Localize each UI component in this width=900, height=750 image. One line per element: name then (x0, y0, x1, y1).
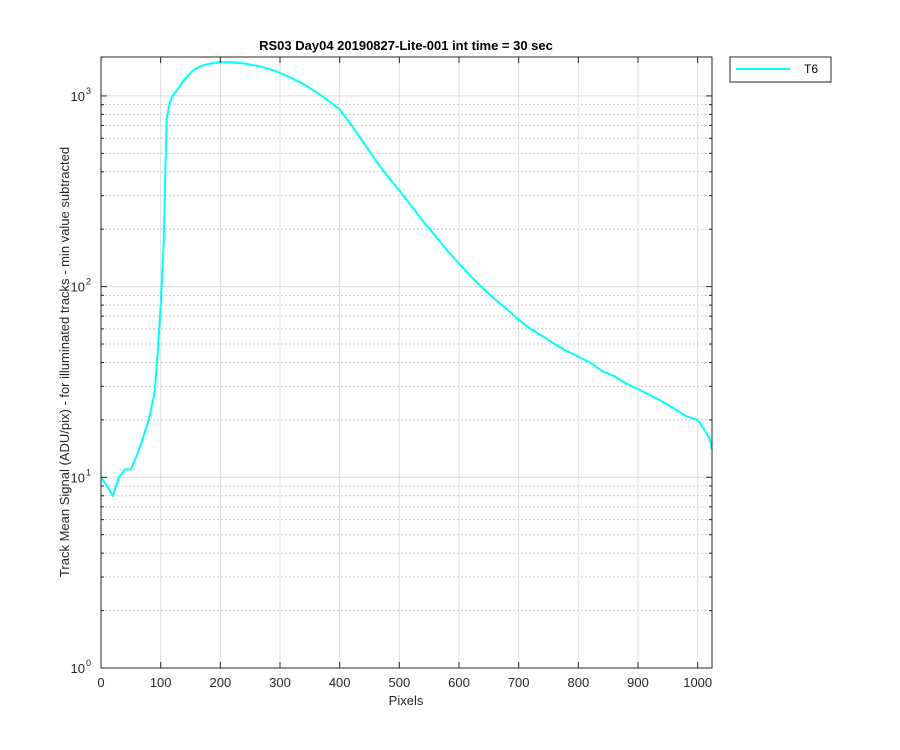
x-tick-label: 500 (388, 675, 410, 690)
y-tick-base: 10 (71, 661, 85, 676)
x-tick-label: 1000 (683, 675, 712, 690)
x-tick-label: 800 (567, 675, 589, 690)
y-tick-exponent: 1 (86, 467, 91, 477)
legend-label-t6: T6 (804, 62, 818, 76)
x-tick-label: 700 (508, 675, 530, 690)
y-tick-base: 10 (71, 89, 85, 104)
chart-title: RS03 Day04 20190827-Lite-001 int time = … (259, 38, 553, 53)
grid-lines (100, 57, 712, 669)
axes-frame (100, 56, 713, 669)
y-axis-label: Track Mean Signal (ADU/pix) - for illumi… (57, 147, 72, 577)
x-axis-label: Pixels (389, 693, 424, 708)
x-tick-label: 900 (627, 675, 649, 690)
y-tick-label: 10 3 (71, 86, 91, 104)
x-tick-label: 100 (150, 675, 172, 690)
series-line-t6 (100, 61, 713, 497)
y-tick-base: 10 (71, 470, 85, 485)
y-tick-label: 10 2 (71, 277, 91, 295)
y-tick-label: 10 1 (71, 467, 91, 485)
y-tick-exponent: 2 (86, 277, 91, 287)
x-tick-label: 400 (329, 675, 351, 690)
x-tick-label: 600 (448, 675, 470, 690)
y-tick-exponent: 0 (86, 658, 91, 668)
legend[interactable]: T6 (729, 56, 832, 83)
x-tick-label: 200 (209, 675, 231, 690)
x-tick-label: 0 (97, 675, 104, 690)
y-tick-base: 10 (71, 280, 85, 295)
series-layer (100, 61, 713, 497)
y-tick-label: 10 0 (71, 658, 91, 676)
x-tick-label: 300 (269, 675, 291, 690)
y-tick-exponent: 3 (86, 86, 91, 96)
